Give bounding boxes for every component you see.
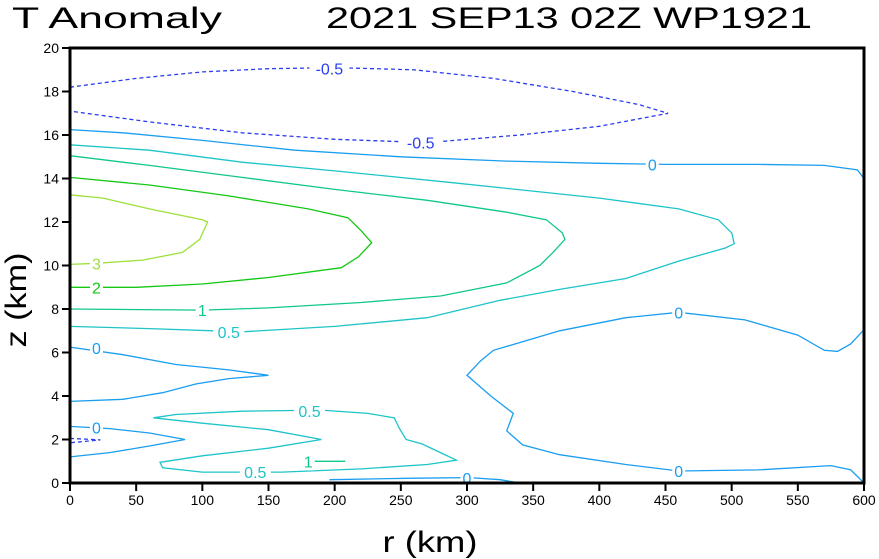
chart-title-right: 2021 SEP13 02Z WP1921 xyxy=(326,2,812,35)
x-tick-label: 100 xyxy=(191,492,215,508)
x-tick-label: 600 xyxy=(852,492,876,508)
contour-label: 0.5 xyxy=(298,404,320,421)
contour-line-level-1 xyxy=(69,155,566,311)
contour-label-bg xyxy=(89,339,103,358)
x-tick-label: 300 xyxy=(455,492,479,508)
y-tick-label: 14 xyxy=(43,171,59,187)
contour-label-bg xyxy=(400,133,441,152)
x-tick-label: 400 xyxy=(588,492,612,508)
contour-line-level--0.5 xyxy=(69,437,101,444)
contour-label-bg xyxy=(195,301,209,320)
contour-label-bg xyxy=(89,278,103,297)
x-axis-ticks: 0 50 100 150 200 250 300 350 400 450 500 550 600 xyxy=(66,483,876,508)
contour-label: 0 xyxy=(92,421,101,438)
contour-label: 1 xyxy=(304,454,313,471)
contour-line-level-0.5 xyxy=(69,144,736,333)
x-axis-label: r (km) xyxy=(383,526,478,559)
x-tick-label: 500 xyxy=(720,492,744,508)
x-tick-label: 450 xyxy=(654,492,678,508)
contour-label-bg xyxy=(89,254,103,273)
contour-label: 0 xyxy=(463,471,472,488)
contour-label: 2 xyxy=(92,280,101,297)
contour-line-level-0 xyxy=(69,346,269,403)
contour-label: 0 xyxy=(92,341,101,358)
y-tick-label: 2 xyxy=(51,432,59,448)
contour-label-bg xyxy=(672,303,686,322)
y-tick-label: 4 xyxy=(51,388,59,404)
x-tick-label: 350 xyxy=(521,492,545,508)
contour-label: 0.5 xyxy=(244,465,266,482)
contour-label: 1 xyxy=(198,303,207,320)
contour-label-bg xyxy=(301,452,315,471)
x-tick-label: 200 xyxy=(323,492,347,508)
contour-label: 0 xyxy=(648,157,657,174)
contour-label-bg xyxy=(672,462,686,481)
contour-label-bg xyxy=(213,322,245,341)
contour-label: -0.5 xyxy=(407,136,435,153)
contour-label-bg xyxy=(645,155,659,174)
contour-labels: -0.5 -0.5 0 0 0 0 0 0 0.5 0.5 0.5 1 1 2 3 xyxy=(89,59,686,488)
x-tick-label: 250 xyxy=(389,492,413,508)
x-tick-label: 550 xyxy=(786,492,810,508)
y-tick-label: 20 xyxy=(43,40,59,56)
contour-label-bg xyxy=(89,418,103,437)
y-tick-label: 18 xyxy=(43,84,59,100)
contour-label: 3 xyxy=(92,256,101,273)
y-tick-label: 12 xyxy=(43,214,59,230)
chart-title-left: T Anomaly xyxy=(12,2,222,35)
contour-line-level--0.5 xyxy=(69,66,669,144)
contour-line-level-2 xyxy=(69,176,373,288)
x-tick-label: 50 xyxy=(128,492,144,508)
contour-lines xyxy=(69,66,865,484)
y-tick-label: 0 xyxy=(51,475,59,491)
y-tick-label: 6 xyxy=(51,345,59,361)
y-tick-label: 8 xyxy=(51,301,59,317)
contour-label-bg xyxy=(239,463,271,482)
contour-line-level-0 xyxy=(466,311,865,484)
contour-line-level-0.5 xyxy=(153,409,459,473)
contour-label-bg xyxy=(294,402,326,421)
contour-line-level-0 xyxy=(69,425,186,458)
contour-label: 0 xyxy=(674,305,683,322)
plot-frame xyxy=(68,46,866,485)
contour-label: 0.5 xyxy=(218,325,240,342)
y-axis-ticks: 0 2 4 6 8 10 12 14 16 18 20 xyxy=(43,40,70,491)
contour-label: -0.5 xyxy=(316,62,344,79)
y-tick-label: 16 xyxy=(43,127,59,143)
contour-label: 0 xyxy=(674,464,683,481)
y-axis-label: z (km) xyxy=(0,253,33,348)
contour-line-level-3 xyxy=(69,194,209,266)
x-tick-label: 150 xyxy=(257,492,281,508)
x-tick-label: 0 xyxy=(66,492,74,508)
contour-label-bg xyxy=(309,59,350,78)
y-tick-label: 10 xyxy=(43,258,59,274)
contour-line-level-0 xyxy=(69,128,865,179)
